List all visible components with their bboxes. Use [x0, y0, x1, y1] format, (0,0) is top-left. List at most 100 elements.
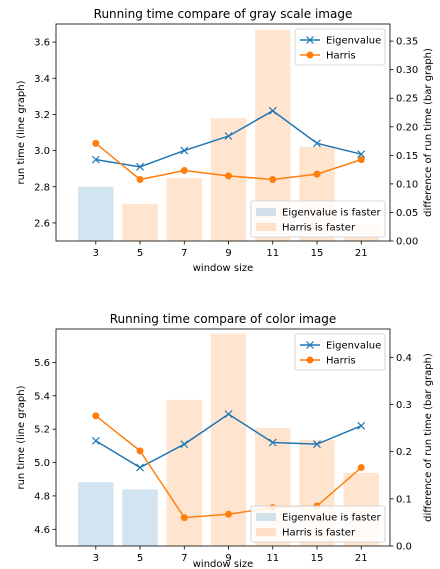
chart-title: Running time compare of color image — [110, 312, 337, 326]
point-eigenvalue-15 — [313, 440, 321, 449]
x-axis-label: window size — [193, 559, 254, 569]
legend-label: Eigenvalue is faster — [282, 208, 382, 219]
y2-tick-label: 0.0 — [396, 542, 412, 553]
point-harris-9 — [225, 510, 233, 518]
y2-tick-label: 0.00 — [396, 237, 418, 248]
point-eigenvalue-3 — [91, 155, 100, 164]
y2-tick-label: 0.15 — [396, 151, 418, 162]
y-tick-label: 5.0 — [34, 458, 50, 469]
y-tick-label: 5.6 — [34, 358, 50, 369]
x-tick-label: 3 — [93, 248, 99, 259]
y2-tick-label: 0.1 — [396, 494, 412, 505]
x-tick-label: 11 — [266, 248, 279, 259]
y-tick-label: 5.2 — [34, 425, 50, 436]
point-eigenvalue-5 — [136, 162, 144, 171]
bar-eigenvalue-faster-3 — [78, 186, 114, 241]
y-tick-label: 3.4 — [34, 74, 50, 85]
point-eigenvalue-7 — [180, 146, 189, 155]
point-eigenvalue-11 — [268, 438, 277, 447]
y2-axis-label: difference of run time (bar graph) — [423, 353, 434, 522]
legend-marker — [306, 341, 314, 349]
point-harris-9 — [225, 172, 233, 180]
x-tick-label: 9 — [225, 553, 231, 564]
chart-title: Running time compare of gray scale image — [94, 7, 353, 21]
point-eigenvalue-5 — [136, 463, 144, 472]
x-tick-label: 11 — [266, 553, 279, 564]
gray-scale-chart: 3 5 7 9 11 15 21 2.6 2.8 3.0 3.2 3.4 3.6 0.00 0.05 0.10… — [16, 7, 434, 274]
point-eigenvalue-9 — [224, 410, 233, 419]
x-tick-label: 21 — [355, 553, 368, 564]
x-tick-label: 5 — [137, 553, 143, 564]
y-tick-label: 4.6 — [34, 525, 50, 536]
point-harris-21 — [357, 156, 365, 164]
legend-marker — [306, 36, 314, 44]
bar-harris-faster-9 — [210, 333, 247, 546]
y-tick-label: 3.0 — [34, 146, 50, 157]
legend-label: Eigenvalue is faster — [282, 513, 382, 524]
legend-bar-swatch — [256, 223, 276, 231]
point-harris-5 — [136, 176, 144, 184]
y2-tick-label: 0.25 — [396, 94, 418, 105]
point-eigenvalue-3 — [91, 436, 100, 445]
point-eigenvalue-9 — [224, 132, 233, 141]
y2-tick-label: 0.05 — [396, 208, 418, 219]
bar-eigenvalue-faster-5 — [122, 489, 158, 546]
y-tick-label: 2.6 — [34, 218, 50, 229]
point-harris-21 — [357, 464, 365, 472]
y-axis-label: run time (line graph) — [16, 385, 27, 489]
legend-box — [250, 200, 386, 238]
y-axis-label: run time (line graph) — [16, 80, 27, 184]
y2-tick-label: 0.20 — [396, 122, 418, 133]
legend-box — [294, 28, 386, 66]
line-legend: Eigenvalue Harris — [294, 28, 386, 66]
y2-tick-label: 0.4 — [396, 353, 412, 364]
legend-marker — [306, 51, 314, 59]
y2-tick-label: 0.10 — [396, 179, 418, 190]
point-eigenvalue-7 — [180, 440, 189, 449]
legend-marker — [306, 356, 314, 364]
x-tick-label: 21 — [355, 248, 368, 259]
legend-bar-swatch — [256, 528, 276, 536]
bar-harris-faster-7 — [166, 178, 202, 241]
point-harris-3 — [92, 412, 100, 420]
y-tick-label: 3.6 — [34, 38, 50, 49]
bar-legend: Eigenvalue is faster Harris is faster — [250, 200, 386, 238]
line-legend: Eigenvalue Harris — [294, 333, 386, 371]
bar-harris-faster-7 — [166, 399, 202, 546]
y2-tick-label: 0.35 — [396, 37, 418, 48]
bar-harris-faster-5 — [122, 203, 158, 241]
y2-tick-label: 0.30 — [396, 65, 418, 76]
x-tick-label: 9 — [225, 248, 231, 259]
point-eigenvalue-11 — [268, 106, 277, 115]
legend-box — [250, 505, 386, 543]
color-chart: 3 5 7 9 11 15 21 4.6 4.8 5.0 5.2 5.4 5.6 0.0 0.1 0.2 0.3… — [16, 312, 434, 569]
point-eigenvalue-21 — [357, 150, 366, 159]
bar-legend: Eigenvalue is faster Harris is faster — [250, 505, 386, 543]
y2-tick-label: 0.2 — [396, 447, 412, 458]
x-tick-label: 15 — [311, 248, 324, 259]
y2-axis-label: difference of run time (bar graph) — [423, 48, 434, 217]
bar-eigenvalue-faster-3 — [78, 482, 114, 546]
x-tick-label: 7 — [181, 553, 187, 564]
x-axis-label: window size — [193, 263, 254, 274]
legend-label: Harris is faster — [282, 528, 356, 539]
plot-frame — [55, 328, 391, 547]
legend-label: Eigenvalue — [326, 36, 381, 47]
legend-label: Harris — [326, 356, 356, 367]
point-harris-15 — [313, 170, 321, 178]
point-harris-7 — [180, 514, 188, 522]
point-eigenvalue-15 — [313, 139, 321, 148]
x-tick-label: 3 — [93, 553, 99, 564]
point-eigenvalue-21 — [357, 421, 366, 430]
legend-label: Eigenvalue — [326, 341, 381, 352]
plot-frame — [55, 23, 391, 242]
y-tick-label: 5.4 — [34, 391, 50, 402]
x-tick-label: 15 — [311, 553, 324, 564]
y-tick-label: 3.2 — [34, 110, 50, 121]
legend-label: Harris is faster — [282, 223, 356, 234]
point-harris-7 — [180, 166, 188, 174]
legend-bar-swatch — [256, 513, 276, 521]
y-tick-label: 2.8 — [34, 182, 50, 193]
y-tick-label: 4.8 — [34, 491, 50, 502]
